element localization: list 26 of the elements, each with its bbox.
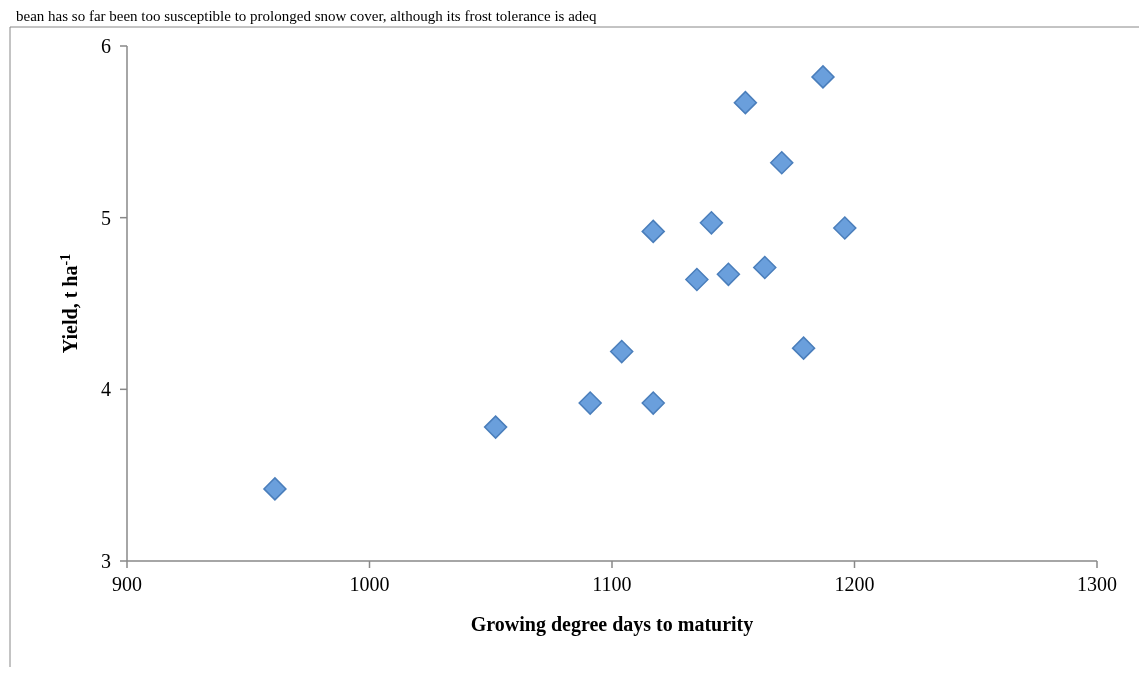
point: [753, 255, 777, 280]
y-tick-label: 5: [101, 206, 111, 229]
point: [578, 391, 602, 415]
point: [641, 391, 665, 415]
point: [770, 150, 794, 175]
x-tick-label: 1100: [592, 573, 632, 595]
point: [609, 339, 634, 364]
point: [791, 336, 816, 360]
x-tick-label: 1200: [834, 573, 875, 595]
point: [483, 415, 508, 439]
point: [699, 211, 724, 235]
x-tick-label: 900: [112, 573, 142, 595]
point: [263, 477, 287, 501]
text: bean has so far been too susceptible to prolonged snow cover, although its frost tolerance is adeq: [16, 8, 597, 24]
y-tick-label: 4: [101, 378, 111, 401]
point: [641, 219, 665, 244]
x-tick-label: 1000: [349, 573, 390, 595]
point: [716, 262, 741, 287]
point: [833, 216, 857, 240]
x-axis-title: Growing degree days to maturity: [470, 613, 754, 636]
y-tick-label: 6: [101, 35, 111, 57]
x-tick-label: 1300: [1077, 573, 1117, 595]
point: [685, 267, 709, 292]
point: [811, 65, 835, 89]
point: [733, 90, 758, 115]
y-tick-label: 3: [101, 550, 111, 572]
